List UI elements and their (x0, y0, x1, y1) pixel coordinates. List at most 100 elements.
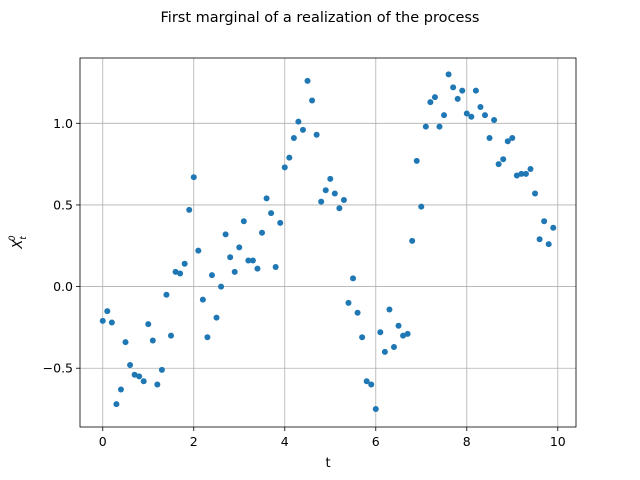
y-tick-label: −0.5 (43, 361, 73, 376)
data-point (436, 123, 443, 130)
data-point (409, 237, 416, 244)
data-point (395, 322, 402, 329)
data-point (509, 135, 516, 142)
data-point (281, 164, 288, 171)
data-point (477, 103, 484, 110)
data-point (140, 378, 147, 385)
data-point (181, 260, 188, 267)
data-point (108, 319, 115, 326)
data-point (472, 87, 479, 94)
data-point (450, 84, 457, 91)
data-point (404, 330, 411, 337)
data-point (263, 195, 270, 202)
data-point (550, 224, 557, 231)
data-point (136, 373, 143, 380)
data-point (463, 110, 470, 117)
x-tick-label: 4 (281, 434, 289, 449)
data-point (158, 366, 165, 373)
data-point (527, 166, 534, 173)
data-point (259, 229, 266, 236)
data-point (149, 337, 156, 344)
data-point (354, 309, 361, 316)
data-point (286, 154, 293, 161)
data-point (418, 203, 425, 210)
data-point (231, 268, 238, 275)
data-point (486, 135, 493, 142)
data-point (290, 135, 297, 142)
data-point (168, 332, 175, 339)
data-point (491, 117, 498, 124)
scatter-points (99, 71, 557, 413)
data-point (431, 94, 438, 101)
data-point (454, 95, 461, 102)
data-point (336, 205, 343, 212)
x-tick-label: 8 (463, 434, 471, 449)
data-point (445, 71, 452, 78)
data-point (154, 381, 161, 388)
data-point (272, 263, 279, 270)
data-point (500, 156, 507, 163)
y-tick-label: 0.5 (53, 197, 73, 212)
data-point (377, 329, 384, 336)
data-point (318, 198, 325, 205)
data-point (327, 175, 334, 182)
data-point (441, 112, 448, 119)
data-point (309, 97, 316, 104)
data-point (99, 317, 106, 324)
x-axis-ticks: 0 2 4 6 8 10 (99, 427, 566, 449)
y-tick-label: 0.0 (53, 279, 73, 294)
data-point (172, 268, 179, 275)
data-point (340, 197, 347, 204)
data-point (195, 247, 202, 254)
x-tick-label: 0 (99, 434, 107, 449)
data-point (386, 306, 393, 313)
data-point (368, 381, 375, 388)
data-point (177, 270, 184, 277)
x-tick-label: 6 (372, 434, 380, 449)
data-point (372, 406, 379, 413)
data-point (481, 112, 488, 119)
data-point (536, 236, 543, 243)
data-point (345, 299, 352, 306)
data-point (522, 170, 529, 177)
data-point (545, 241, 552, 248)
y-axis-label-group: Xt0 (8, 235, 29, 249)
y-axis-ticks: −0.5 0.0 0.5 1.0 (43, 116, 80, 376)
data-point (295, 118, 302, 125)
data-point (541, 218, 548, 225)
y-axis-label-subscript: t (19, 236, 29, 240)
data-point (163, 291, 170, 298)
data-point (359, 334, 366, 341)
data-point (113, 401, 120, 408)
y-axis-label: Xt0 (8, 235, 29, 249)
data-point (204, 334, 211, 341)
data-point (213, 314, 220, 321)
data-point (413, 157, 420, 164)
data-point (145, 321, 152, 328)
data-point (304, 77, 311, 84)
data-point (277, 219, 284, 226)
data-point (513, 172, 520, 179)
data-point (249, 257, 256, 264)
data-point (313, 131, 320, 138)
chart-title: First marginal of a realization of the p… (161, 10, 480, 26)
data-point (390, 343, 397, 350)
plot-frame (79, 57, 577, 428)
data-point (532, 190, 539, 197)
data-point (199, 296, 206, 303)
data-point (222, 231, 229, 238)
data-point (459, 87, 466, 94)
data-point (504, 138, 511, 145)
data-point (268, 210, 275, 217)
x-tick-label: 10 (550, 434, 566, 449)
data-point (468, 113, 475, 120)
data-point (350, 275, 357, 282)
data-point (299, 126, 306, 133)
x-axis-label: t (325, 456, 330, 471)
y-tick-label: 1.0 (53, 116, 73, 131)
data-point (518, 170, 525, 177)
data-point (122, 339, 129, 346)
y-axis-label-superscript: 0 (8, 235, 18, 241)
